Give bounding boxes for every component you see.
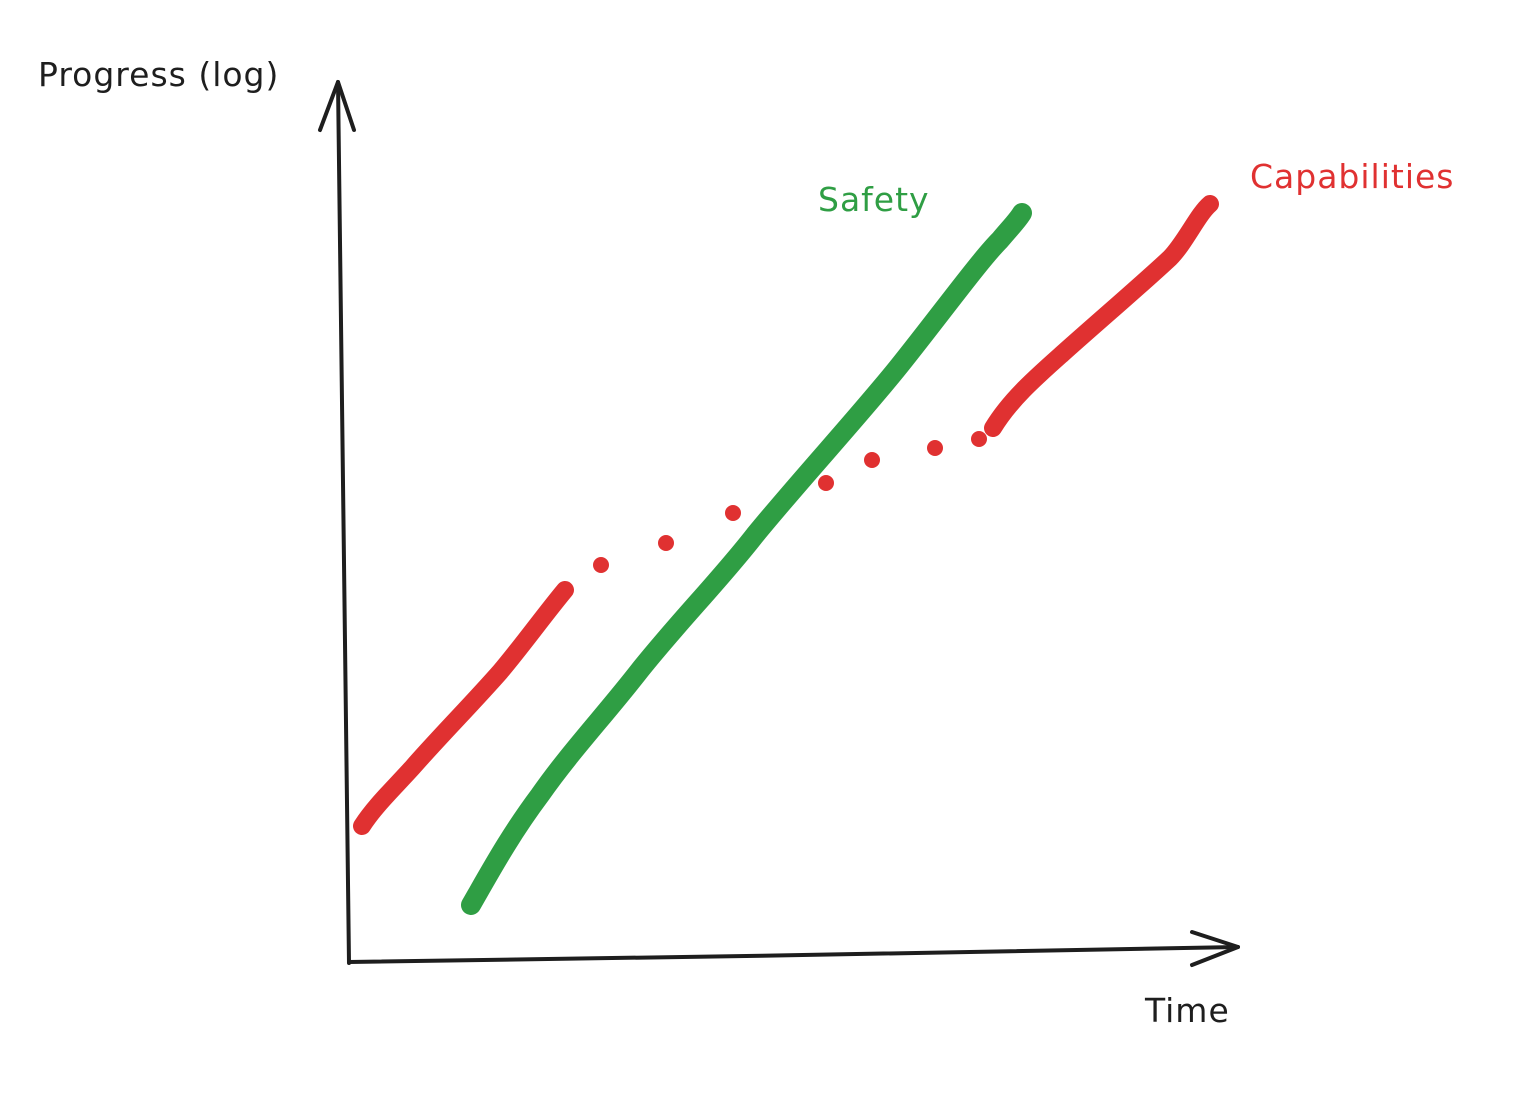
safety-label: Safety bbox=[818, 180, 930, 219]
y-axis-label: Progress (log) bbox=[38, 55, 279, 94]
capabilities-dot bbox=[971, 431, 987, 447]
capabilities-label: Capabilities bbox=[1250, 157, 1455, 196]
x-axis bbox=[347, 945, 1240, 964]
capabilities-line-late bbox=[984, 195, 1219, 437]
y-axis-arrowhead bbox=[318, 80, 356, 132]
series-capabilities bbox=[353, 195, 1219, 835]
series-safety bbox=[461, 203, 1032, 915]
capabilities-line-early bbox=[353, 581, 574, 835]
capabilities-dot bbox=[658, 535, 674, 551]
x-axis-label: Time bbox=[1144, 991, 1230, 1030]
capabilities-dot bbox=[725, 505, 741, 521]
y-axis bbox=[336, 80, 351, 965]
capabilities-dot bbox=[593, 557, 609, 573]
x-axis-arrowhead bbox=[1190, 930, 1240, 967]
capabilities-dotted-gap bbox=[593, 431, 987, 573]
capabilities-dot bbox=[927, 440, 943, 456]
axes bbox=[318, 80, 1240, 967]
capabilities-dot bbox=[864, 452, 880, 468]
capabilities-dot bbox=[818, 475, 834, 491]
